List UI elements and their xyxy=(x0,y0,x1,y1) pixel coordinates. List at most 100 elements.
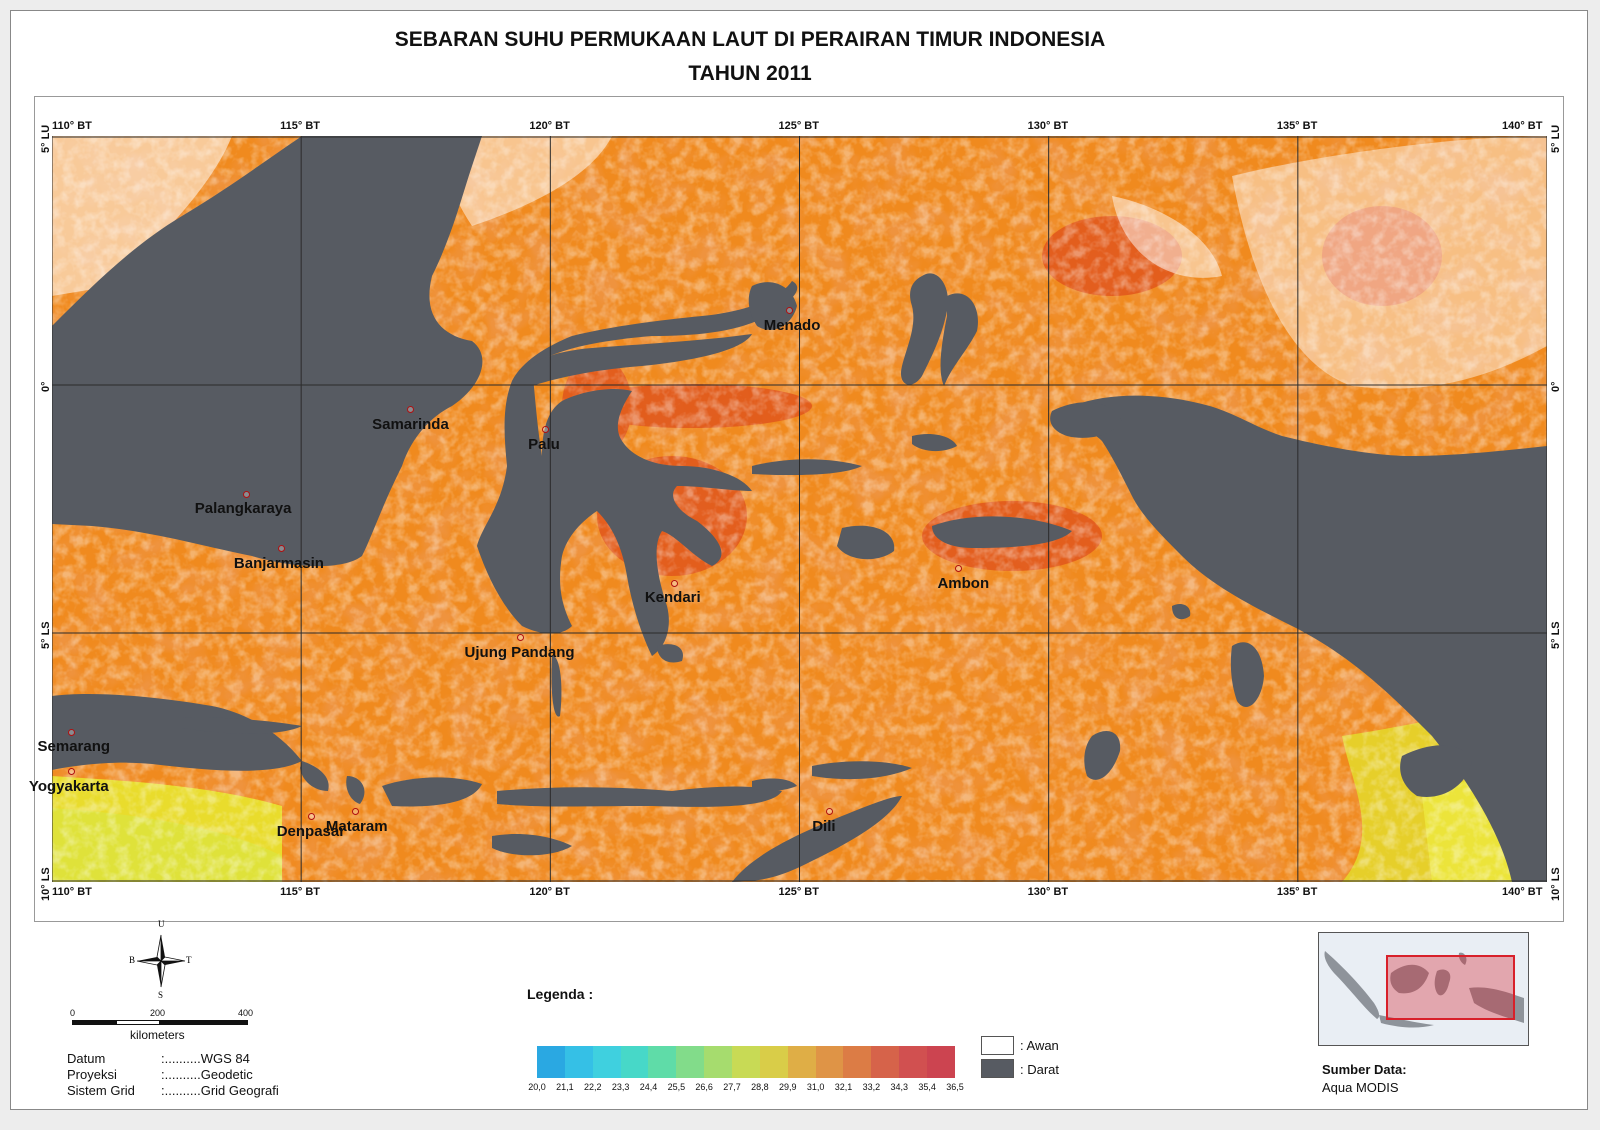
legend-land-label: : Darat xyxy=(1020,1062,1060,1077)
ramp-swatch xyxy=(564,1046,593,1078)
ramp-swatch xyxy=(759,1046,788,1078)
lon-label-bottom: 125° BT xyxy=(778,886,819,898)
land-kei xyxy=(1172,604,1191,620)
city-label: Denpasar xyxy=(276,822,346,840)
city-label: Samarinda xyxy=(372,415,449,433)
land-sumbawa xyxy=(382,777,482,807)
ramp-value-label: 22,2 xyxy=(583,1082,602,1092)
ramp-value-label: 21,1 xyxy=(556,1082,574,1092)
compass-north-label: U xyxy=(158,919,165,929)
land-buru xyxy=(837,525,895,560)
legend-cloud-label: : Awan xyxy=(1020,1038,1059,1053)
lon-label-top: 115° BT xyxy=(280,120,321,132)
ramp-value-label: 34,3 xyxy=(890,1082,909,1092)
city-label: Palu xyxy=(528,435,560,453)
scale-tick-0: 0 xyxy=(70,1008,76,1018)
land-flores xyxy=(497,786,782,807)
lat-label-right: 10° LS xyxy=(1550,866,1562,901)
land-bali xyxy=(300,761,329,791)
city-label: Ambon xyxy=(937,574,990,592)
map-subtitle: TAHUN 2011 xyxy=(688,62,812,85)
sst-color-ramp xyxy=(537,1046,955,1078)
ramp-swatch xyxy=(927,1046,955,1078)
ramp-swatch xyxy=(843,1046,872,1078)
ramp-swatch xyxy=(676,1046,705,1078)
source-value: Aqua MODIS xyxy=(1322,1080,1399,1095)
ramp-value-label: 23,3 xyxy=(611,1082,630,1092)
ramp-swatch xyxy=(871,1046,900,1078)
city-label: Yogyakarta xyxy=(28,777,109,795)
scale-seg-3 xyxy=(160,1020,248,1025)
ramp-value-label: 31,0 xyxy=(806,1082,825,1092)
city-marker[interactable] xyxy=(786,307,794,315)
city-marker[interactable] xyxy=(516,634,524,642)
compass-south-label: S xyxy=(158,990,164,1000)
ramp-swatch xyxy=(537,1046,565,1078)
info-datum-value: :..........WGS 84 xyxy=(161,1051,250,1066)
info-grid-label: Sistem Grid xyxy=(67,1083,135,1098)
city-label: Banjarmasin xyxy=(233,554,324,572)
scale-unit: kilometers xyxy=(130,1028,185,1042)
city-marker[interactable] xyxy=(671,579,679,587)
lon-label-bottom: 115° BT xyxy=(280,886,321,898)
lon-label-bottom: 110° BT xyxy=(52,886,92,898)
ramp-value-label: 29,9 xyxy=(779,1082,797,1092)
ramp-value-label: 33,2 xyxy=(862,1082,881,1092)
land-sula xyxy=(752,459,862,476)
sst-map-canvas xyxy=(52,136,1547,882)
ramp-value-label: 20,0 xyxy=(528,1082,546,1092)
ramp-value-label: 28,8 xyxy=(751,1082,769,1092)
land-masses xyxy=(52,136,1547,882)
lat-label-left: 5° LU xyxy=(40,125,52,154)
map-title: SEBARAN SUHU PERMUKAAN LAUT DI PERAIRAN … xyxy=(394,28,1106,51)
inset-map[interactable] xyxy=(1318,932,1529,1046)
ramp-value-label: 32,1 xyxy=(834,1082,853,1092)
land-sumba xyxy=(492,834,572,856)
land-seram xyxy=(932,516,1072,548)
scale-seg-1 xyxy=(72,1020,116,1025)
scale-tick-400: 400 xyxy=(238,1008,254,1018)
info-grid-value: :..........Grid Geografi xyxy=(161,1083,279,1098)
lon-label-top: 120° BT xyxy=(529,120,570,132)
legend-land-swatch xyxy=(981,1059,1014,1078)
city-marker[interactable] xyxy=(352,808,360,816)
info-projection-label: Proyeksi xyxy=(67,1067,117,1082)
city-marker[interactable] xyxy=(242,490,250,498)
city-marker[interactable] xyxy=(407,406,415,414)
lon-label-top: 130° BT xyxy=(1027,120,1069,132)
compass-rose: U S B T xyxy=(129,919,192,1000)
lon-label-bottom: 135° BT xyxy=(1276,886,1318,898)
compass-east-label: T xyxy=(186,955,192,965)
land-selayar xyxy=(551,655,562,717)
lon-label-top: 140° BT xyxy=(1502,120,1543,132)
land-wetar xyxy=(812,761,912,780)
city-marker[interactable] xyxy=(541,426,549,434)
sst-map[interactable] xyxy=(52,136,1547,882)
city-marker[interactable] xyxy=(955,565,963,573)
info-datum-label: Datum xyxy=(67,1051,106,1066)
city-marker[interactable] xyxy=(825,808,833,816)
inset-map-canvas xyxy=(1319,933,1528,1045)
land-frederik-hendrik xyxy=(1400,745,1472,797)
lon-label-top: 125° BT xyxy=(778,120,819,132)
land-papua xyxy=(1072,395,1547,882)
legend-cloud-swatch xyxy=(981,1036,1014,1055)
ramp-value-label: 27,7 xyxy=(723,1082,741,1092)
ramp-value-label: 36,5 xyxy=(946,1082,964,1092)
city-marker[interactable] xyxy=(307,813,315,821)
legend-title: Legenda : xyxy=(527,986,594,1002)
ramp-swatch xyxy=(899,1046,928,1078)
city-marker[interactable] xyxy=(68,728,76,736)
ramp-swatch xyxy=(815,1046,844,1078)
land-java xyxy=(52,694,302,771)
land-halmahera xyxy=(901,273,948,385)
city-marker[interactable] xyxy=(277,545,285,553)
city-label: Dili xyxy=(812,817,836,835)
city-label: Ujung Pandang xyxy=(464,643,575,661)
city-marker[interactable] xyxy=(68,768,76,776)
ramp-value-label: 35,4 xyxy=(918,1082,936,1092)
compass-icon xyxy=(136,934,186,988)
compass-west-label: B xyxy=(129,955,136,965)
scale-seg-2 xyxy=(116,1020,160,1025)
lat-label-right: 0° xyxy=(1550,380,1562,392)
